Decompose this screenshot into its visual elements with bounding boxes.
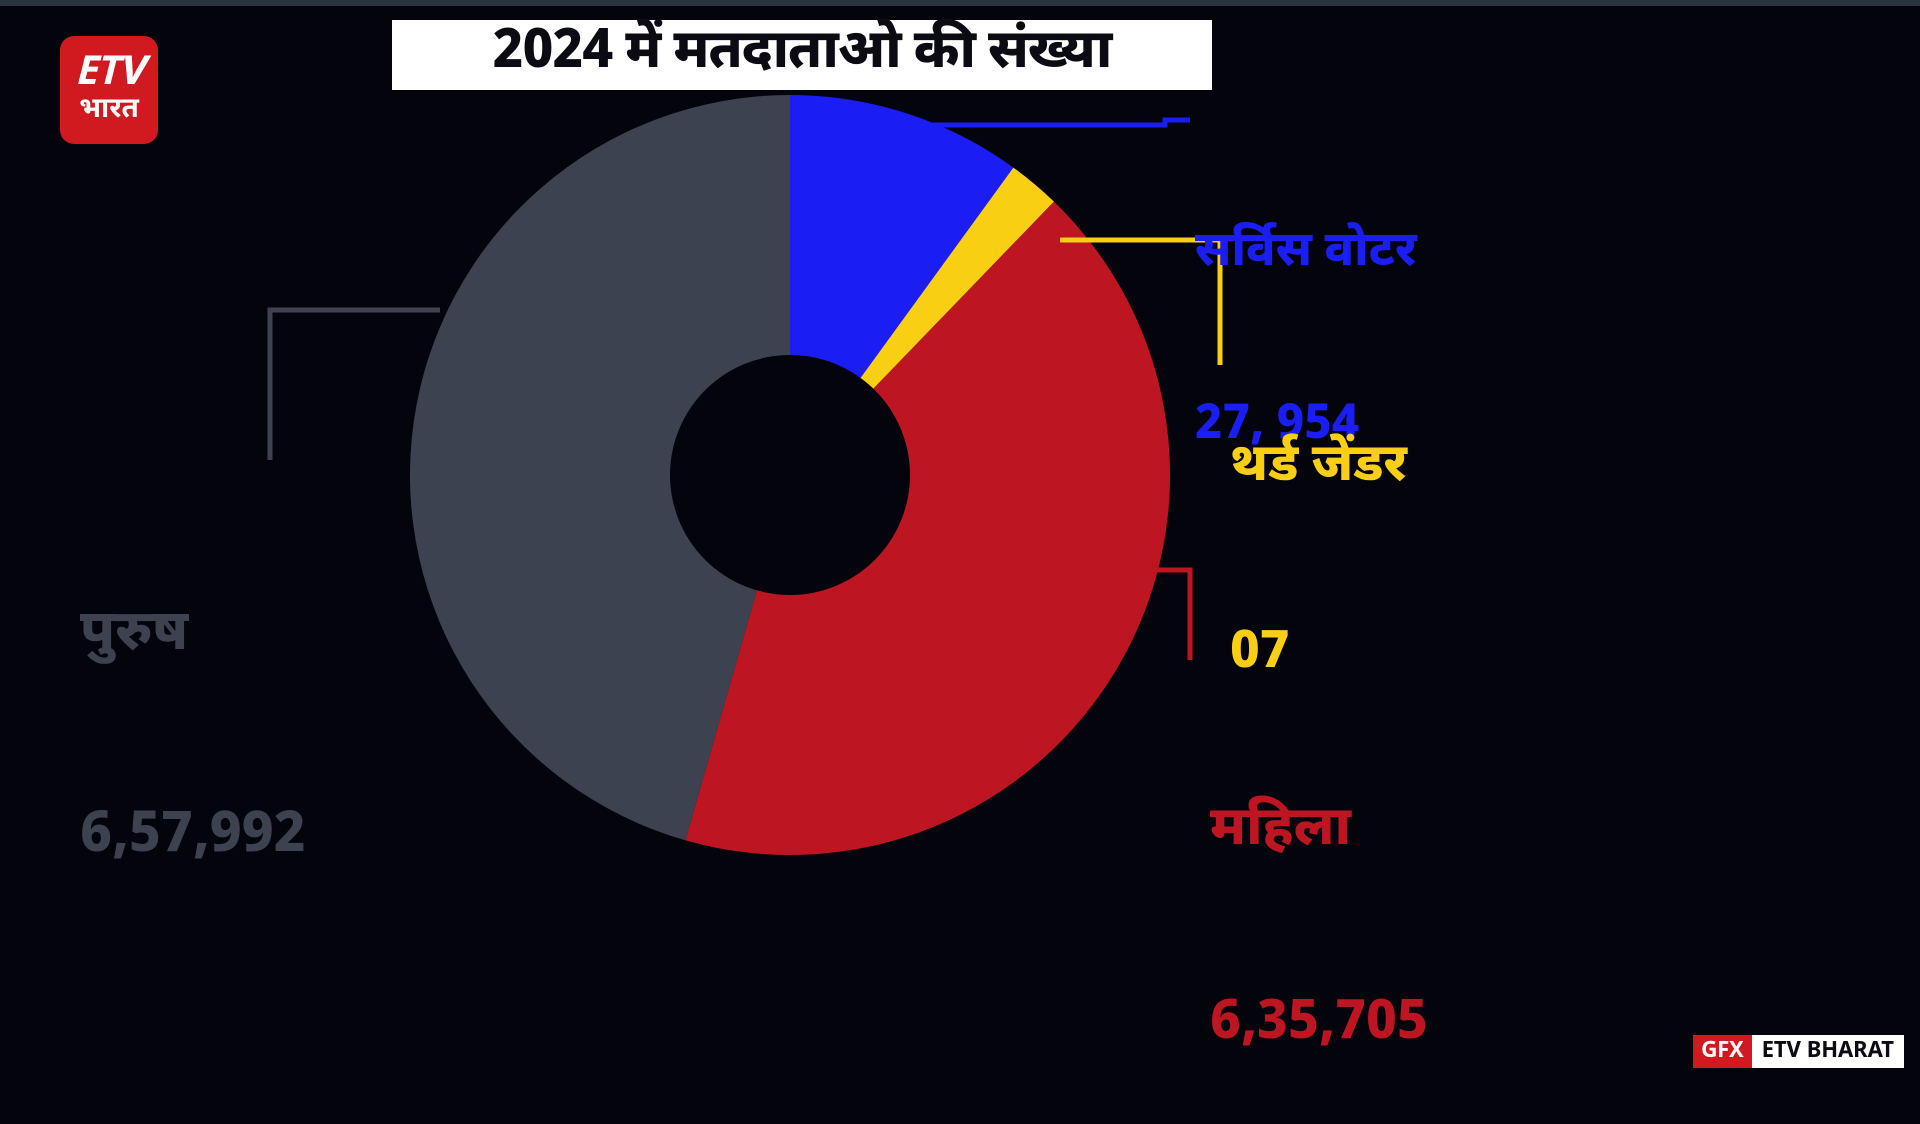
- donut-chart: [410, 95, 1170, 855]
- label-female: महिला 6,35,705: [1210, 670, 1428, 1124]
- label-female-value: 6,35,705: [1210, 994, 1428, 1059]
- label-female-name: महिला: [1210, 800, 1428, 865]
- logo-line2: भारत: [79, 97, 139, 125]
- footer-brand: ETV BHARAT: [1752, 1035, 1904, 1068]
- label-male-value: 6,57,992: [80, 804, 306, 871]
- chart-title: 2024 में मतदाताओ की संख्या: [493, 20, 1112, 90]
- channel-logo: ETV भारत: [60, 36, 158, 144]
- footer-credit: GFX ETV BHARAT: [1693, 1035, 1904, 1068]
- top-border: [0, 0, 1920, 6]
- title-box: 2024 में मतदाताओ की संख्या: [392, 20, 1212, 90]
- donut-hole: [670, 355, 910, 595]
- label-third-name: थर्ड जेंडर: [1230, 437, 1407, 499]
- label-male: पुरुष 6,57,992: [80, 468, 306, 938]
- donut-svg: [410, 95, 1170, 855]
- footer-gfx: GFX: [1693, 1035, 1752, 1068]
- label-service-name: सर्विस वोटर: [1195, 225, 1417, 283]
- label-male-name: पुरुष: [80, 602, 306, 669]
- logo-line1: ETV: [75, 55, 143, 95]
